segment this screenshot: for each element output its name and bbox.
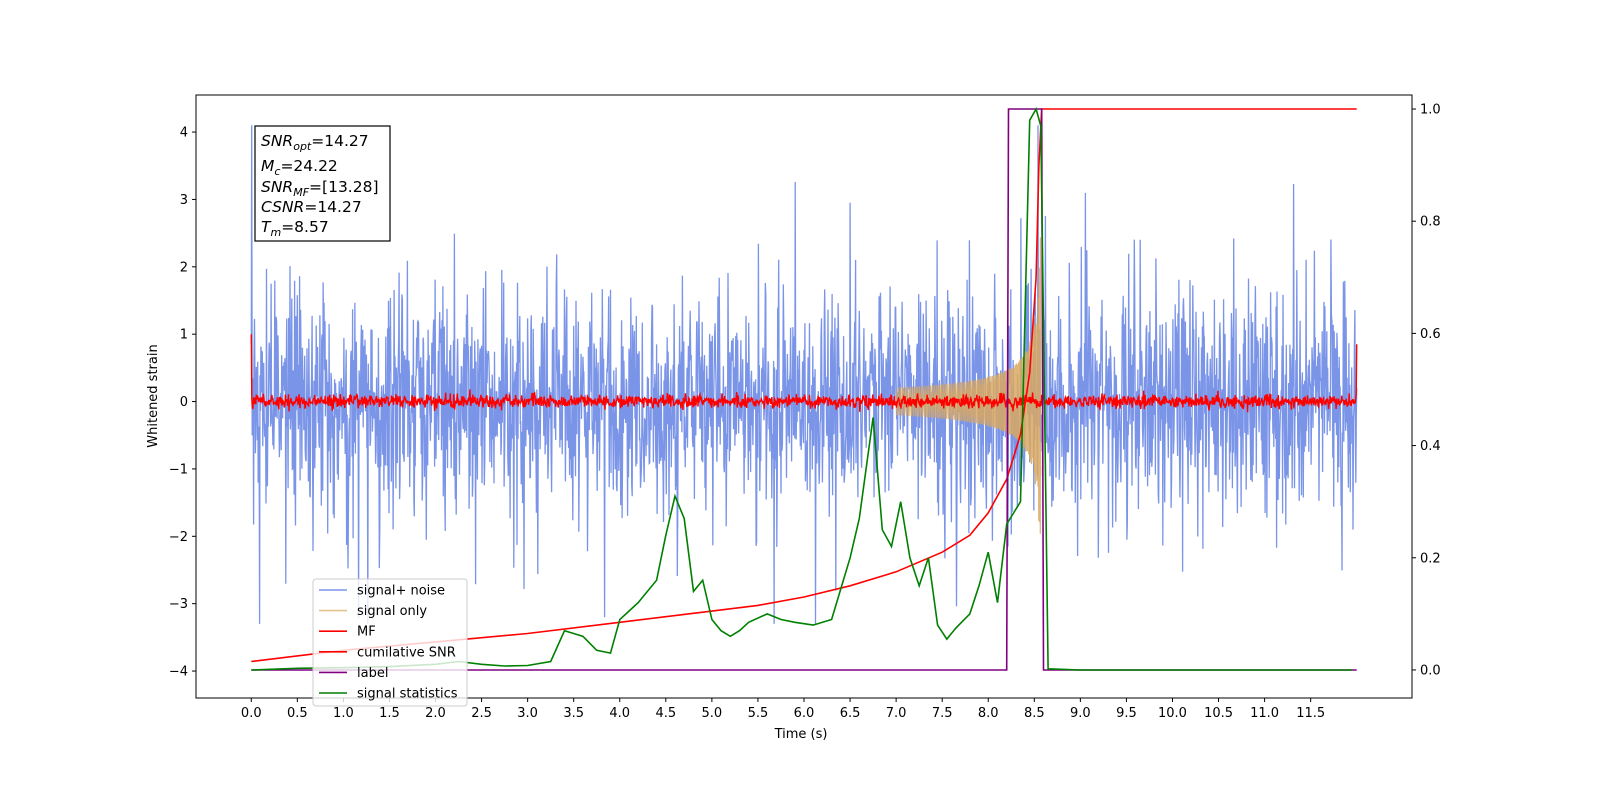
right-y-tick-label: 0.2 [1420, 551, 1441, 566]
right-y-tick-label: 0.4 [1420, 439, 1441, 454]
x-tick-label: 11.5 [1296, 706, 1325, 721]
right-y-tick-label: 0.0 [1420, 663, 1441, 678]
plot-data-layer [250, 106, 1358, 671]
right-y-tick-label: 0.8 [1420, 215, 1441, 230]
x-tick-label: 9.0 [1070, 706, 1091, 721]
x-tick-label: 6.0 [794, 706, 815, 721]
x-tick-label: 0.0 [241, 706, 262, 721]
right-y-axis-ticks: 0.0 0.2 0.4 0.6 0.8 1.0 [1412, 103, 1441, 678]
left-y-tick-label: −3 [169, 597, 188, 612]
series-signal-noise [250, 125, 1358, 624]
x-axis-ticks: 0.0 0.5 1.0 1.5 2.0 2.5 3.0 3.5 4.0 4.5 5.0 5.5 6.0 6… [241, 698, 1325, 721]
info-snr-opt: SNRopt=14.27 [261, 132, 369, 153]
x-tick-label: 5.5 [748, 706, 769, 721]
y-axis-label: Whitened strain [146, 344, 161, 447]
right-y-tick-label: 0.6 [1420, 327, 1441, 342]
x-tick-label: 2.5 [471, 706, 492, 721]
info-mc: Mc=24.22 [261, 157, 338, 178]
legend-label: label [357, 666, 388, 681]
left-y-tick-label: 0 [180, 395, 188, 410]
left-y-axis-ticks: −4 −3 −2 −1 0 1 2 3 4 [169, 126, 196, 680]
series-cumulative-snr [251, 108, 1357, 663]
info-snr-mf: SNRMF=[13.28] [261, 178, 379, 199]
x-tick-label: 4.5 [655, 706, 676, 721]
series-signal-statistics [251, 106, 1353, 671]
x-tick-label: 2.0 [425, 706, 446, 721]
left-y-tick-label: −2 [169, 530, 188, 545]
series-signal-only [895, 237, 1042, 534]
left-y-tick-label: 3 [180, 193, 188, 208]
legend: signal+ noise signal only MF cumilative SNR… [312, 578, 468, 707]
x-tick-label: 7.0 [886, 706, 907, 721]
legend-label: signal+ noise [357, 584, 445, 599]
info-csnr: CSNR=14.27 [261, 198, 362, 216]
x-tick-label: 3.0 [517, 706, 538, 721]
series-mf [250, 334, 1358, 413]
info-tm: Tm=8.57 [261, 218, 329, 239]
x-tick-label: 1.5 [379, 706, 400, 721]
legend-label: MF [357, 625, 376, 640]
x-tick-label: 3.5 [563, 706, 584, 721]
x-tick-label: 7.5 [932, 706, 953, 721]
x-tick-label: 4.0 [609, 706, 630, 721]
legend-label: cumilative SNR [357, 645, 456, 660]
legend-frame [312, 578, 468, 707]
left-y-tick-label: 2 [180, 260, 188, 275]
x-axis-label: Time (s) [774, 727, 828, 742]
left-y-tick-label: 4 [180, 126, 188, 141]
legend-label: signal statistics [357, 687, 458, 702]
left-y-tick-label: −1 [169, 462, 188, 477]
x-tick-label: 1.0 [333, 706, 354, 721]
info-box-frame [254, 125, 391, 242]
info-box: SNRopt=14.27 Mc=24.22 SNRMF=[13.28] CSNR… [254, 125, 391, 242]
x-tick-label: 10.5 [1204, 706, 1233, 721]
legend-label: signal only [357, 604, 427, 619]
x-tick-label: 0.5 [287, 706, 308, 721]
x-tick-label: 9.5 [1116, 706, 1137, 721]
x-tick-label: 8.0 [978, 706, 999, 721]
x-tick-label: 5.0 [702, 706, 723, 721]
left-y-tick-label: 1 [180, 328, 188, 343]
x-tick-label: 10.0 [1158, 706, 1187, 721]
x-tick-label: 8.5 [1024, 706, 1045, 721]
x-tick-label: 11.0 [1250, 706, 1279, 721]
right-y-tick-label: 1.0 [1420, 103, 1441, 118]
x-tick-label: 6.5 [840, 706, 861, 721]
left-y-tick-label: −4 [169, 665, 188, 680]
